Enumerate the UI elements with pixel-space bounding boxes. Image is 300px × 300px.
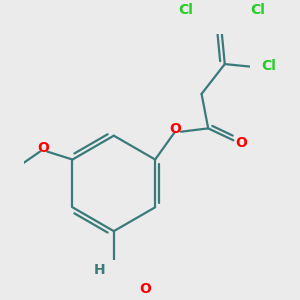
Text: Cl: Cl [261, 59, 276, 73]
Text: O: O [169, 122, 181, 136]
Text: Cl: Cl [178, 3, 193, 17]
Text: O: O [38, 141, 49, 154]
Text: O: O [139, 283, 151, 296]
Text: O: O [236, 136, 247, 150]
Text: Cl: Cl [250, 3, 265, 17]
Text: H: H [93, 262, 105, 277]
